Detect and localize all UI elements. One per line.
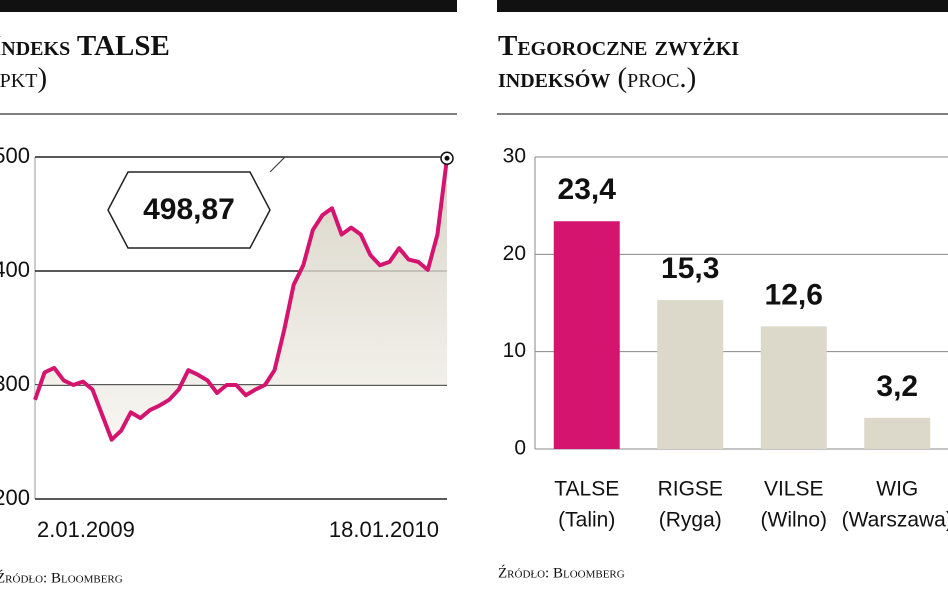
line bbox=[33, 158, 449, 442]
top-bar bbox=[0, 0, 457, 12]
right-title-block: Tegoroczne zwyżki indeksów (proc.) bbox=[498, 30, 808, 94]
x-tick-label: VILSE bbox=[764, 478, 824, 501]
chart-subtitle: (pkt) bbox=[0, 62, 48, 94]
value-label: 15,3 bbox=[661, 252, 719, 285]
x-tick-label: TALSE bbox=[554, 478, 619, 501]
y-tick-label: 10 bbox=[503, 339, 526, 362]
x-tick-label: 2.01.2009 bbox=[37, 517, 135, 542]
y-tick-label: 20 bbox=[503, 242, 526, 265]
y-tick-label: 0 bbox=[514, 437, 526, 460]
source: Źródło: Bloomberg bbox=[498, 564, 625, 581]
top-bar bbox=[497, 0, 948, 12]
value-label: 23,4 bbox=[558, 173, 617, 206]
annotation-box bbox=[107, 171, 271, 249]
y-tick-label: 300 bbox=[0, 371, 30, 396]
x-tick-label: WIG bbox=[876, 478, 918, 501]
bar bbox=[760, 326, 827, 449]
x-tick-label: (Warszawa) bbox=[842, 509, 948, 532]
y-tick-label: 200 bbox=[0, 485, 30, 510]
value-label: 12,6 bbox=[765, 278, 823, 311]
end-dot bbox=[444, 155, 450, 161]
annotation: 498,87 bbox=[143, 193, 235, 226]
x-tick-label: (Talin) bbox=[558, 509, 615, 532]
bar bbox=[864, 417, 931, 449]
chart-title: Tegoroczne zwyżki indeksów bbox=[498, 30, 740, 94]
bar bbox=[553, 221, 620, 449]
left-title-block: Indeks TALSE (pkt) bbox=[0, 30, 430, 94]
chart-subtitle: (proc.) bbox=[617, 62, 697, 94]
y-tick-label: 400 bbox=[0, 257, 30, 282]
source: Źródło: Bloomberg bbox=[0, 569, 123, 586]
chart-title: Indeks TALSE bbox=[0, 30, 170, 62]
value-label: 3,2 bbox=[876, 370, 918, 403]
area bbox=[35, 158, 447, 440]
x-tick-label: (Wilno) bbox=[761, 509, 828, 532]
x-tick-label: 18.01.2010 bbox=[329, 517, 439, 542]
annotation-leader bbox=[269, 156, 441, 173]
x-tick-label: (Ryga) bbox=[659, 509, 722, 532]
y-tick-label: 500 bbox=[0, 143, 30, 168]
y-tick-label: 30 bbox=[503, 145, 526, 168]
bar bbox=[657, 300, 724, 449]
x-tick-label: RIGSE bbox=[658, 478, 723, 501]
